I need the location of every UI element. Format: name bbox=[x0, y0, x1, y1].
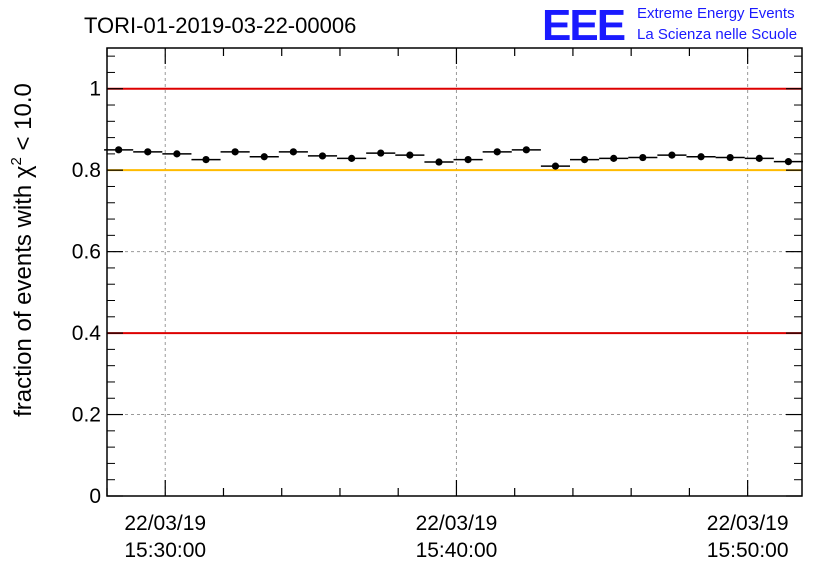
y-tick-label: 0 bbox=[89, 485, 101, 508]
x-tick-date-label: 22/03/19 bbox=[707, 512, 789, 535]
logo-mark: EEE bbox=[542, 1, 625, 50]
y-tick-label: 0.6 bbox=[72, 241, 101, 264]
y-axis-label-main: fraction of events with χ bbox=[10, 165, 37, 417]
chart-title: TORI-01-2019-03-22-00006 bbox=[84, 13, 356, 38]
data-point bbox=[231, 148, 239, 156]
x-tick-time-label: 15:40:00 bbox=[416, 539, 498, 562]
y-axis-label: fraction of events with χ2 < 10.0 bbox=[8, 83, 37, 417]
data-point bbox=[348, 154, 356, 162]
data-point bbox=[202, 155, 210, 164]
data-point bbox=[144, 148, 152, 156]
data-point bbox=[260, 153, 268, 161]
y-axis-label-superscript: 2 bbox=[8, 157, 25, 165]
data-point bbox=[755, 154, 763, 162]
data-point bbox=[639, 153, 647, 162]
data-point bbox=[435, 158, 443, 166]
y-axis-label-tail: < 10.0 bbox=[10, 83, 37, 157]
data-point bbox=[697, 153, 705, 161]
y-tick-label: 0.8 bbox=[72, 159, 101, 182]
data-point bbox=[784, 158, 793, 166]
x-tick-time-label: 15:30:00 bbox=[124, 539, 206, 562]
x-tick-date-label: 22/03/19 bbox=[124, 512, 206, 535]
data-point bbox=[173, 150, 181, 158]
data-point bbox=[668, 151, 676, 159]
y-tick-label: 0.2 bbox=[72, 404, 101, 427]
data-point bbox=[377, 149, 385, 157]
eee-logo: EEE Extreme Energy Events La Scienza nel… bbox=[542, 1, 797, 50]
y-tick-label: 1 bbox=[89, 78, 101, 101]
data-point bbox=[318, 152, 327, 160]
data-point bbox=[406, 151, 414, 159]
data-point bbox=[464, 155, 472, 164]
grid bbox=[107, 48, 802, 496]
data-point bbox=[289, 148, 297, 156]
plot-frame bbox=[106, 47, 803, 497]
x-tick-time-label: 15:50:00 bbox=[707, 539, 789, 562]
data-point bbox=[726, 153, 734, 162]
y-tick-label: 0.4 bbox=[72, 322, 102, 345]
data-point bbox=[493, 148, 501, 156]
data-point bbox=[115, 146, 123, 154]
reference-lines bbox=[107, 87, 802, 335]
data-point bbox=[580, 155, 589, 164]
data-point bbox=[522, 146, 530, 154]
logo-line-1: Extreme Energy Events bbox=[637, 5, 795, 22]
axes: 0 0.2 0.4 0.6 0.8 1 22/03/19 15:30:00 22/03/19 15… bbox=[72, 47, 803, 562]
data-points bbox=[104, 146, 803, 170]
logo-line-2: La Scienza nelle Scuole bbox=[637, 26, 797, 43]
data-point bbox=[551, 162, 560, 170]
data-point bbox=[610, 154, 618, 162]
x-tick-date-label: 22/03/19 bbox=[416, 512, 498, 535]
